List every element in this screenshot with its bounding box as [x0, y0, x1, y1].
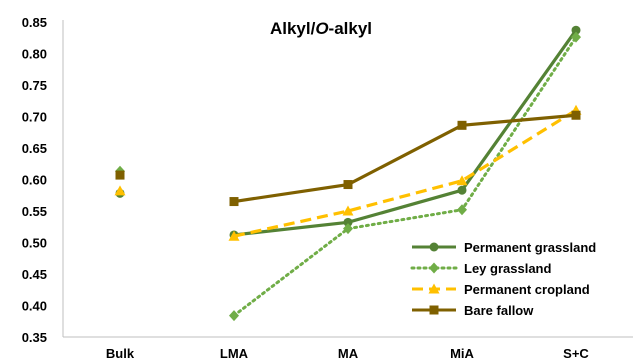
triangle-marker	[428, 283, 440, 294]
x-tick-label: S+C	[563, 346, 589, 361]
square-marker	[571, 110, 581, 120]
series-group	[114, 25, 582, 322]
square-marker	[457, 120, 467, 130]
x-tick-labels: Bulk LMA MA MiA S+C	[106, 346, 590, 361]
legend-label: Permanent cropland	[464, 282, 590, 297]
y-tick-label: 0.75	[22, 78, 47, 93]
y-tick-label: 0.85	[22, 15, 47, 30]
diamond-marker	[343, 223, 353, 235]
legend-entry: Permanent grassland	[412, 240, 596, 255]
circle-marker	[343, 217, 353, 227]
y-tick-label: 0.70	[22, 110, 47, 125]
title-part-1: Alkyl/	[270, 19, 316, 38]
series-line	[232, 35, 578, 318]
legend: Permanent grassland Ley grassland Permanen…	[410, 240, 596, 318]
series-ley-grassland	[115, 31, 581, 322]
legend-entry: Permanent cropland	[412, 282, 590, 297]
y-tick-label: 0.80	[22, 47, 47, 62]
y-tick-label: 0.40	[22, 299, 47, 314]
axes	[62, 20, 633, 338]
x-tick-label: Bulk	[106, 346, 135, 361]
diamond-marker	[229, 310, 239, 322]
diamond-marker	[457, 204, 467, 216]
x-tick-label: LMA	[220, 346, 249, 361]
triangle-marker	[342, 205, 354, 216]
triangle-marker	[114, 185, 126, 196]
square-marker	[115, 170, 125, 180]
series-line	[233, 29, 578, 237]
series-line	[233, 108, 577, 238]
series-permanent-cropland	[114, 104, 582, 241]
legend-label: Bare fallow	[464, 303, 534, 318]
triangle-marker	[228, 230, 240, 241]
circle-marker	[429, 242, 439, 252]
square-marker	[429, 305, 439, 315]
title-part-2: O	[315, 19, 328, 38]
series-permanent-grassland	[115, 25, 581, 240]
y-tick-label: 0.45	[22, 267, 47, 282]
y-tick-label: 0.65	[22, 141, 47, 156]
legend-entry: Ley grassland	[410, 261, 551, 276]
diamond-marker	[571, 31, 581, 43]
y-tick-label: 0.50	[22, 236, 47, 251]
legend-label: Ley grassland	[464, 261, 551, 276]
square-marker	[229, 197, 239, 207]
chart-title: Alkyl/O-alkyl	[270, 19, 372, 38]
triangle-marker	[456, 175, 468, 186]
legend-label: Permanent grassland	[464, 240, 596, 255]
y-tick-label: 0.55	[22, 204, 47, 219]
y-tick-labels: 0.35 0.40 0.45 0.50 0.55 0.60 0.65 0.70 0.75 0.80…	[22, 15, 47, 345]
x-tick-label: MA	[338, 346, 359, 361]
title-part-3: -alkyl	[329, 19, 372, 38]
diamond-marker	[429, 262, 439, 274]
legend-entry: Bare fallow	[412, 303, 534, 318]
circle-marker	[571, 25, 581, 35]
circle-marker	[457, 185, 467, 195]
y-tick-label: 0.60	[22, 173, 47, 188]
series-bare-fallow	[115, 110, 581, 207]
y-tick-label: 0.35	[22, 330, 47, 345]
square-marker	[343, 180, 353, 190]
series-line	[233, 113, 577, 204]
x-tick-label: MiA	[450, 346, 474, 361]
